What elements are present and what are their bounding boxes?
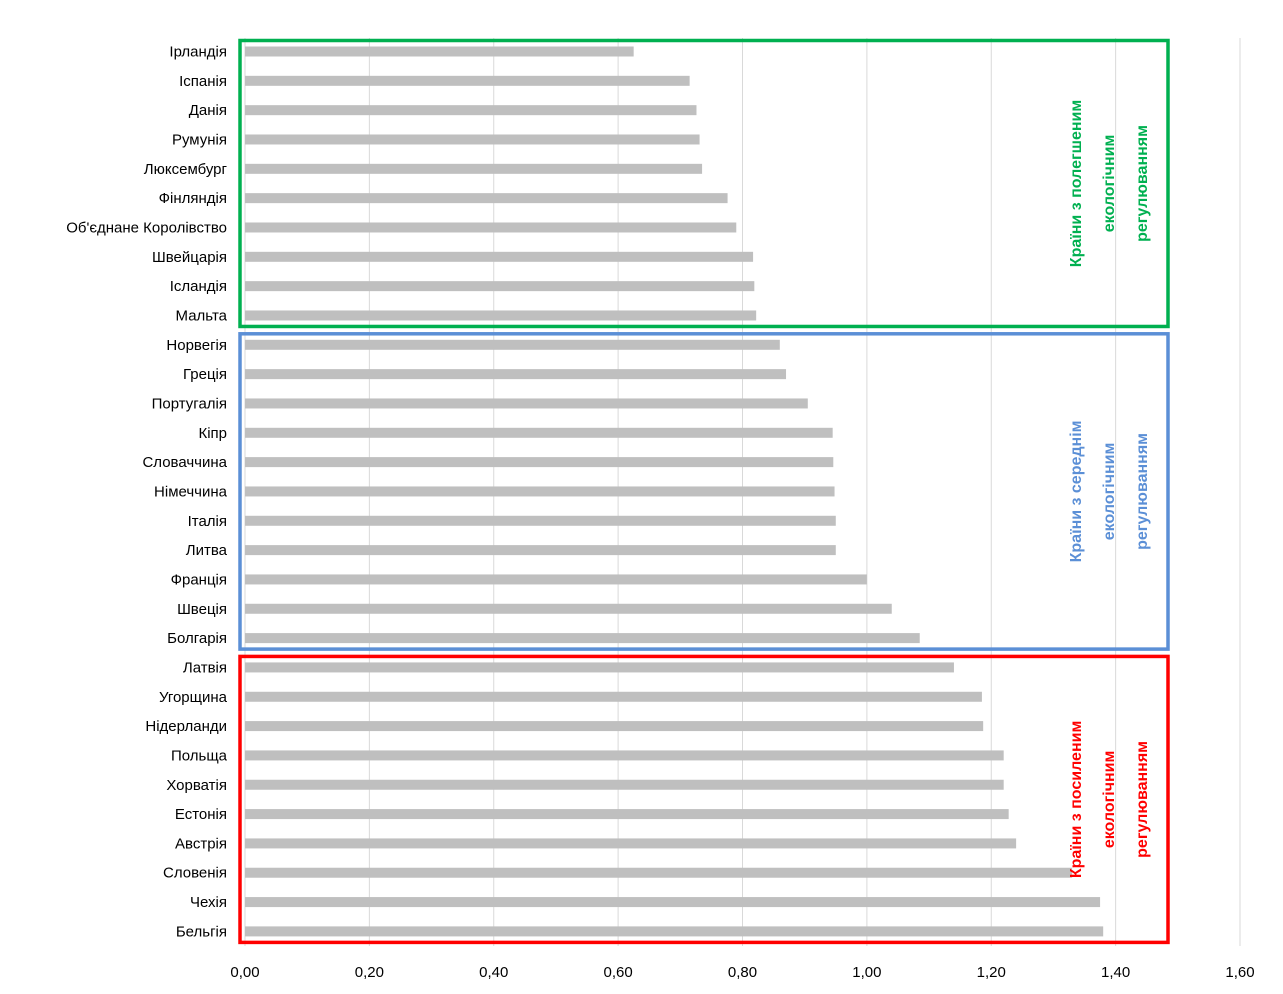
category-label: Нідерланди <box>145 718 227 735</box>
bar <box>245 427 833 438</box>
category-label: Німеччина <box>154 483 228 500</box>
category-label: Румунія <box>172 131 227 148</box>
category-label: Люксембург <box>144 161 228 178</box>
group-label: Країни з середнім екологічним регулюванням <box>1068 421 1151 563</box>
bar <box>245 633 920 644</box>
bar <box>245 281 755 292</box>
category-label: Іспанія <box>179 73 227 90</box>
bar <box>245 574 867 585</box>
bar <box>245 809 1009 820</box>
x-tick-label: 1,20 <box>977 964 1006 981</box>
category-label: Словаччина <box>142 454 227 471</box>
category-label: Мальта <box>176 307 228 324</box>
bar <box>245 163 703 174</box>
category-label: Італія <box>188 513 227 530</box>
bar <box>245 134 700 145</box>
category-label: Болгарія <box>167 630 227 647</box>
bar <box>245 251 754 262</box>
group-boxes: Країни з полегшеним екологічним регулюванн… <box>238 38 1170 945</box>
category-label: Португалія <box>152 395 227 412</box>
bar <box>245 105 697 116</box>
x-tick-label: 0,40 <box>479 964 508 981</box>
category-label: Хорватія <box>166 777 227 794</box>
category-label: Ісландія <box>170 278 227 295</box>
bar <box>245 457 834 468</box>
bar <box>245 339 780 350</box>
x-axis-tick-labels: 0,00 0,20 0,40 0,60 0,80 1,00 1,20 1,40 1,60 <box>230 964 1254 981</box>
bar <box>245 398 808 409</box>
group-label: Країни з полегшеним екологічним регулюванн… <box>1068 100 1151 267</box>
x-tick-label: 0,20 <box>355 964 384 981</box>
bar <box>245 75 690 86</box>
bar <box>245 838 1017 849</box>
category-label: Словенія <box>163 865 227 882</box>
category-label: Естонія <box>175 806 227 823</box>
x-tick-label: 1,60 <box>1225 964 1254 981</box>
bar <box>245 691 982 702</box>
bar <box>245 926 1104 937</box>
category-label: Ірландія <box>169 44 227 61</box>
category-label: Чехія <box>190 894 227 911</box>
category-label: Бельгія <box>176 923 227 940</box>
group-label: Країни з посиленим екологічним регулювання… <box>1068 721 1151 878</box>
bar <box>245 515 836 526</box>
category-label: Франція <box>171 571 227 588</box>
bar <box>245 486 835 497</box>
x-tick-label: 1,00 <box>852 964 881 981</box>
category-label: Австрія <box>175 835 227 852</box>
x-tick-label: 1,40 <box>1101 964 1130 981</box>
bar <box>245 867 1073 878</box>
bar <box>245 46 634 57</box>
bar <box>245 721 984 732</box>
category-labels: Ірландія Іспанія Данія Румунія Люксембург Фін… <box>66 44 227 941</box>
category-label: Кіпр <box>198 425 227 442</box>
category-label: Швейцарія <box>152 249 227 266</box>
bar <box>245 222 737 233</box>
x-tick-label: 0,80 <box>728 964 757 981</box>
category-label: Швеція <box>177 601 227 618</box>
group-box <box>238 654 1170 945</box>
bar <box>245 897 1101 908</box>
group-box <box>238 38 1170 329</box>
bars <box>245 46 1104 937</box>
category-label: Латвія <box>183 659 227 676</box>
bar <box>245 545 836 556</box>
bar <box>245 779 1004 790</box>
bar <box>245 603 892 614</box>
category-label: Об'єднане Королівство <box>66 219 227 236</box>
category-label: Греція <box>183 366 227 383</box>
bar <box>245 662 954 673</box>
bar <box>245 750 1004 761</box>
bar <box>245 193 728 204</box>
bar <box>245 369 787 380</box>
x-tick-label: 0,60 <box>604 964 633 981</box>
x-tick-label: 0,00 <box>230 964 259 981</box>
group-box <box>238 332 1170 651</box>
bar <box>245 310 757 321</box>
category-label: Польща <box>171 747 228 764</box>
category-label: Фінляндія <box>159 190 227 207</box>
category-label: Угорщина <box>159 689 228 706</box>
category-label: Норвегія <box>166 337 227 354</box>
category-label: Литва <box>186 542 228 559</box>
category-label: Данія <box>189 102 227 119</box>
